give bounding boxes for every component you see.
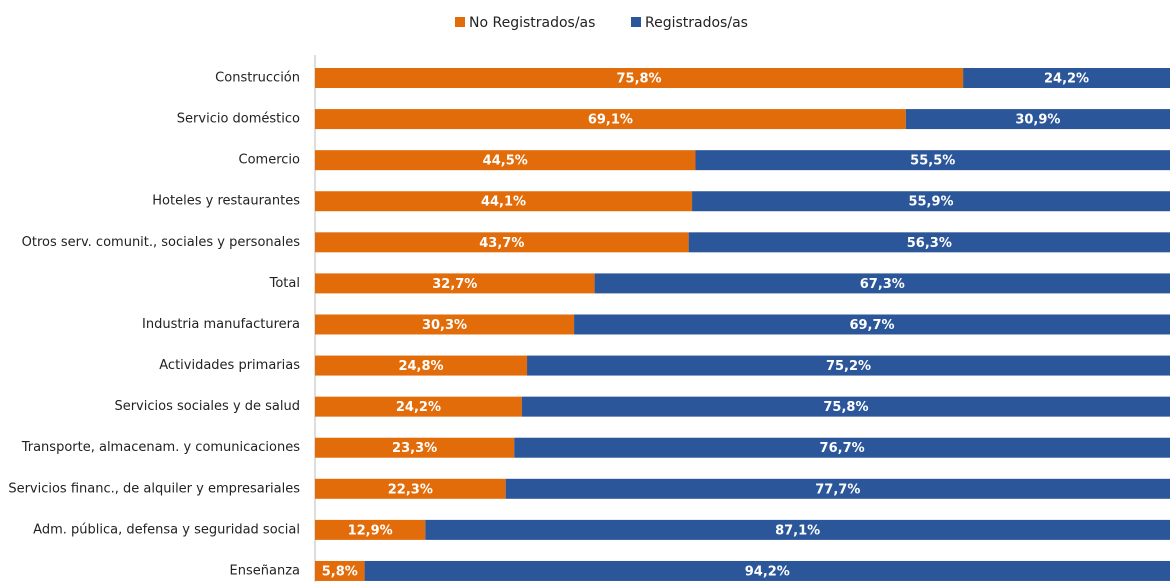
legend-swatch [631, 17, 641, 27]
bar-segment [963, 68, 1170, 88]
value-label: 87,1% [775, 523, 820, 538]
y-tick-label: Comercio [239, 153, 301, 168]
value-label: 30,9% [1015, 113, 1060, 128]
value-label: 76,7% [820, 441, 865, 456]
y-tick-label: Hoteles y restaurantes [152, 194, 300, 209]
bar-segment [315, 273, 595, 294]
value-label: 75,8% [616, 72, 661, 87]
bar-segment [315, 191, 693, 212]
bar-segment [364, 560, 1170, 581]
y-tick-label: Otros serv. comunit., sociales y persona… [22, 235, 301, 250]
value-label: 22,3% [388, 482, 433, 497]
y-tick-label: Construcción [215, 71, 300, 86]
y-tick-label: Servicios sociales y de salud [114, 399, 300, 414]
bar-segment [905, 109, 1170, 130]
y-tick-label: Total [269, 276, 300, 291]
bar-segment [527, 355, 1170, 376]
bar-segment [315, 314, 575, 335]
value-label: 55,5% [910, 154, 955, 169]
y-tick-label: Servicio doméstico [177, 112, 300, 127]
y-tick-label: Servicios financ., de alquiler y empresa… [8, 481, 300, 496]
bar-segment [688, 232, 1170, 253]
bar-segment [574, 314, 1170, 335]
y-tick-label: Adm. pública, defensa y seguridad social [33, 522, 300, 537]
bar-segment [315, 150, 696, 171]
y-tick-label: Actividades primarias [159, 358, 300, 373]
value-label: 75,8% [823, 400, 868, 415]
bar-segment [315, 560, 365, 581]
bar-segment [315, 232, 689, 253]
y-tick-label: Transporte, almacenam. y comunicaciones [21, 440, 300, 455]
bar-segment [315, 68, 964, 88]
value-label: 30,3% [422, 318, 467, 333]
value-label: 24,2% [1044, 72, 1089, 87]
value-label: 94,2% [745, 564, 790, 579]
value-label: 69,1% [588, 113, 633, 128]
bar-segment [315, 437, 515, 458]
bar-segment [521, 396, 1170, 417]
bar-segment [425, 519, 1170, 540]
value-label: 75,2% [826, 359, 871, 374]
value-label: 24,8% [398, 359, 443, 374]
value-label: 67,3% [860, 277, 905, 292]
value-label: 32,7% [432, 277, 477, 292]
value-label: 56,3% [907, 236, 952, 251]
value-label: 5,8% [322, 564, 358, 579]
legend-label: No Registrados/as [469, 15, 595, 31]
value-label: 43,7% [479, 236, 524, 251]
value-label: 69,7% [849, 318, 894, 333]
value-label: 44,5% [483, 154, 528, 169]
bar-segment [315, 478, 506, 499]
y-tick-label: Industria manufacturera [142, 317, 300, 332]
y-tick-label: Enseñanza [230, 563, 300, 578]
bar-segment [692, 191, 1170, 212]
bar-segment [594, 273, 1170, 294]
bar-segment [514, 437, 1170, 458]
value-label: 55,9% [908, 195, 953, 210]
bar-segment [315, 396, 522, 417]
value-label: 44,1% [481, 195, 526, 210]
bar-segment [315, 519, 426, 540]
value-label: 12,9% [348, 523, 393, 538]
bar-segment [695, 150, 1170, 171]
legend-swatch [455, 17, 465, 27]
legend-label: Registrados/as [645, 15, 748, 31]
value-label: 24,2% [396, 400, 441, 415]
bar-segment [315, 109, 906, 130]
value-label: 77,7% [815, 482, 860, 497]
value-label: 23,3% [392, 441, 437, 456]
bar-segment [505, 478, 1170, 499]
bar-segment [315, 355, 528, 376]
